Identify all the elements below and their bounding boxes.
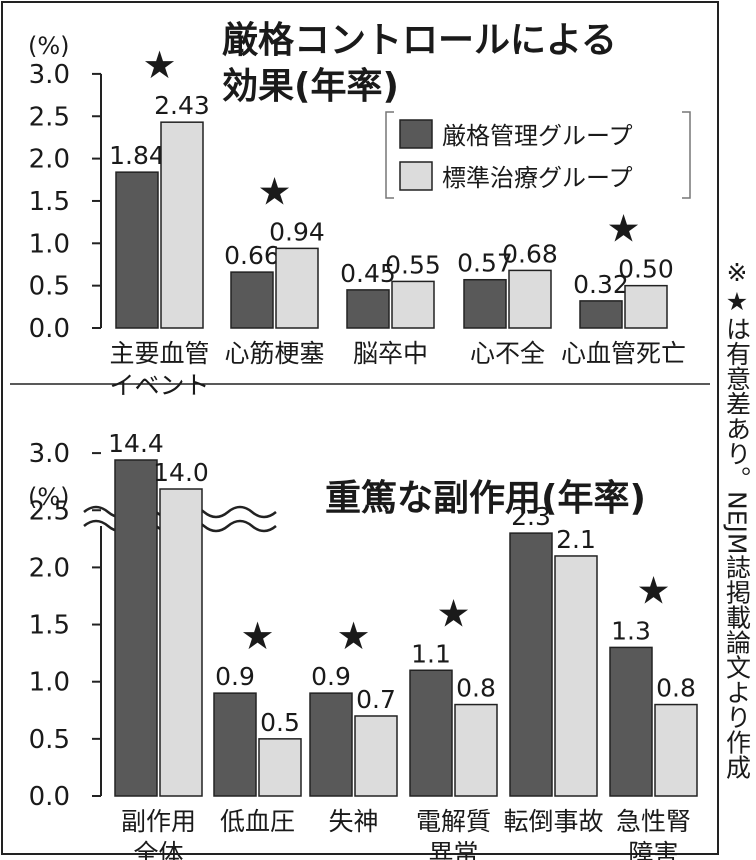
bar-standard: [624, 284, 668, 329]
legend-label: 標準治療グループ: [442, 164, 633, 192]
chart-title: 厳格コントロールによる: [222, 20, 617, 61]
bar-standard: [275, 247, 319, 329]
legend-swatch: [399, 119, 433, 149]
y-tick-label: 2.5: [29, 496, 70, 526]
legend-bracket: [682, 111, 691, 199]
panel-2: 重篤な副作用(年率) (%) 0.0 0.5 1.0 1.5 2.0 2.5 3.0 14.414…: [28, 429, 698, 860]
category-label: 心筋梗塞: [224, 339, 324, 368]
category-label: 失神: [328, 807, 378, 836]
significance-star: ★: [142, 43, 176, 87]
data-label: 1.1: [411, 639, 451, 668]
data-label: 0.50: [618, 255, 674, 284]
category-label: イベント: [109, 371, 209, 400]
bar-standard: [508, 269, 552, 329]
data-label: 0.9: [311, 662, 351, 691]
significance-star: ★: [257, 169, 291, 213]
bar-intensive: [509, 532, 553, 797]
category-label: 転倒事故: [503, 807, 603, 836]
y-tick-label: 1.0: [29, 229, 70, 259]
category-label: 副作用: [121, 807, 196, 836]
source-note: ※★は有意差あり。NEJM誌掲載論文より作成: [723, 258, 752, 779]
category-label: 脳卒中: [353, 339, 428, 368]
y-tick-label: 1.5: [29, 187, 70, 217]
bar-intensive: [579, 300, 623, 329]
y-tick-label: 2.0: [29, 553, 70, 583]
y-tick-label: 0.0: [29, 314, 70, 344]
y-tick-label: 2.0: [29, 145, 70, 175]
data-label: 0.66: [224, 241, 280, 270]
significance-star: ★: [240, 614, 274, 658]
bar-intensive: [230, 271, 274, 329]
outer-frame: [1, 1, 719, 855]
data-label: 14.0: [153, 458, 209, 487]
bar-standard: [354, 715, 398, 797]
y-unit: (%): [28, 483, 70, 511]
data-label: 0.68: [502, 239, 558, 268]
data-label: 0.7: [356, 685, 396, 714]
data-label: 0.8: [656, 674, 696, 703]
significance-star: ★: [436, 591, 470, 635]
data-label: 0.9: [215, 662, 255, 691]
data-label: 0.94: [269, 217, 325, 246]
category-label: 心血管死亡: [561, 339, 686, 368]
bar-intensive: [114, 459, 158, 797]
y-tick-label: 0.0: [29, 782, 70, 812]
category-label: 障害: [628, 839, 678, 860]
data-label: 0.8: [456, 674, 496, 703]
y-tick-label: 3.0: [29, 439, 70, 469]
category-label: 心不全: [470, 339, 545, 368]
data-label: 14.4: [108, 429, 164, 458]
chart-title: 重篤な副作用(年率): [325, 478, 646, 519]
y-tick-label: 1.0: [29, 668, 70, 698]
data-label: 0.45: [340, 259, 396, 288]
data-label: 1.84: [109, 141, 165, 170]
significance-star: ★: [606, 207, 640, 251]
data-label: 0.55: [385, 250, 441, 279]
bar-intensive: [346, 289, 390, 329]
bar-intensive: [309, 692, 353, 797]
category-label: 異常: [428, 839, 478, 860]
y-tick-label: 2.5: [29, 102, 70, 132]
y-tick-label: 0.5: [29, 725, 70, 755]
chart-title: 効果(年率): [222, 66, 399, 107]
bar-standard: [159, 488, 203, 797]
bar-intensive: [609, 646, 653, 797]
bar-standard: [554, 555, 598, 797]
y-tick-label: 1.5: [29, 611, 70, 641]
data-label: 2.43: [154, 91, 210, 120]
bar-standard: [454, 703, 498, 797]
category-label: 主要血管: [109, 339, 209, 368]
data-label: 2.3: [511, 502, 551, 531]
category-label: 全体: [133, 839, 183, 860]
bar-standard: [654, 703, 698, 797]
category-label: 電解質: [416, 807, 491, 836]
bar-intensive: [213, 692, 257, 797]
legend-swatch: [399, 161, 433, 191]
bar-intensive: [409, 669, 453, 797]
bar-intensive: [463, 278, 507, 329]
bar-standard: [160, 121, 204, 329]
data-label: 2.1: [556, 525, 596, 554]
data-label: 1.3: [611, 616, 651, 645]
bar-standard: [391, 280, 435, 329]
significance-star: ★: [336, 614, 370, 658]
category-label: 低血圧: [220, 807, 295, 836]
legend-bracket: [385, 111, 394, 199]
data-label: 0.5: [260, 708, 300, 737]
bar-intensive: [115, 171, 159, 329]
category-label: 急性腎: [616, 807, 691, 836]
y-tick-label: 3.0: [29, 60, 70, 90]
legend-label: 厳格管理グループ: [442, 122, 633, 150]
bar-standard: [258, 738, 302, 797]
data-label: 0.32: [573, 270, 629, 299]
y-tick-label: 0.5: [29, 272, 70, 302]
y-unit: (%): [28, 32, 70, 60]
significance-star: ★: [636, 568, 670, 612]
data-label: 0.57: [457, 249, 513, 278]
